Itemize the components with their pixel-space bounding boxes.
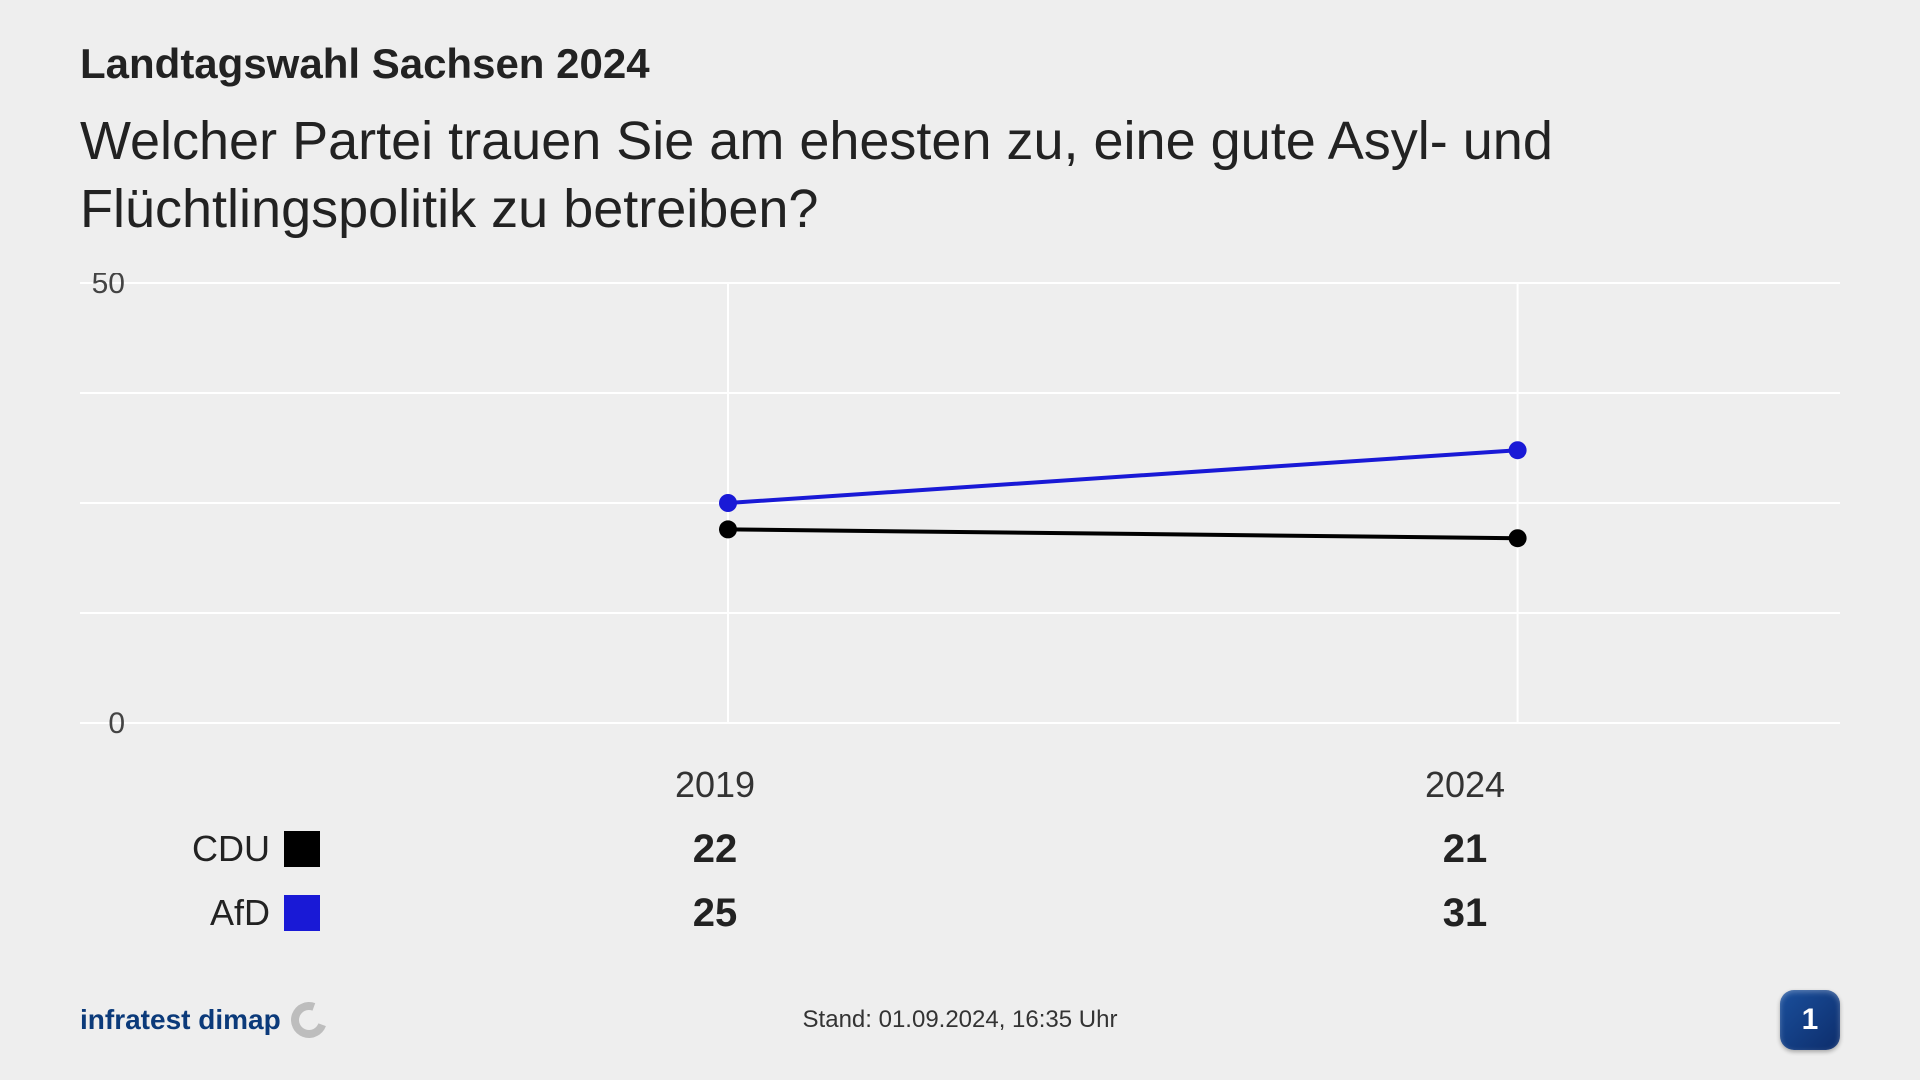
legend-swatch-afd	[284, 895, 320, 931]
value-afd-2024: 31	[1090, 891, 1840, 936]
legend-label-afd: AfD	[210, 892, 270, 934]
legend-cdu: CDU	[80, 828, 340, 870]
title: Welcher Partei trauen Sie am ehesten zu,…	[80, 108, 1840, 243]
value-cdu-2024: 21	[1090, 827, 1840, 872]
suptitle: Landtagswahl Sachsen 2024	[80, 40, 1840, 88]
broadcaster-logo: 1	[1780, 990, 1840, 1050]
table-header-row: 2019 2024	[80, 753, 1840, 817]
legend-afd: AfD	[80, 892, 340, 934]
status-text: Stand: 01.09.2024, 16:35 Uhr	[803, 1006, 1118, 1034]
value-cdu-2019: 22	[340, 827, 1090, 872]
svg-text:50: 50	[92, 273, 125, 300]
chart-svg: 0 50	[80, 273, 1840, 743]
source-logo-text: infratest dimap	[80, 1004, 281, 1036]
data-table: 2019 2024 CDU 22 21 AfD 25 31	[80, 753, 1840, 945]
table-row: AfD 25 31	[80, 881, 1840, 945]
line-chart: 0 50	[80, 273, 1840, 743]
legend-label-cdu: CDU	[192, 828, 270, 870]
legend-swatch-cdu	[284, 831, 320, 867]
col-header-1: 2024	[1090, 764, 1840, 806]
source-logo: infratest dimap	[80, 1002, 327, 1038]
svg-text:0: 0	[108, 707, 125, 740]
col-header-0: 2019	[340, 764, 1090, 806]
source-logo-icon	[285, 996, 333, 1044]
value-afd-2019: 25	[340, 891, 1090, 936]
chart-container: Landtagswahl Sachsen 2024 Welcher Partei…	[0, 0, 1920, 1080]
table-row: CDU 22 21	[80, 817, 1840, 881]
footer: infratest dimap Stand: 01.09.2024, 16:35…	[80, 990, 1840, 1050]
